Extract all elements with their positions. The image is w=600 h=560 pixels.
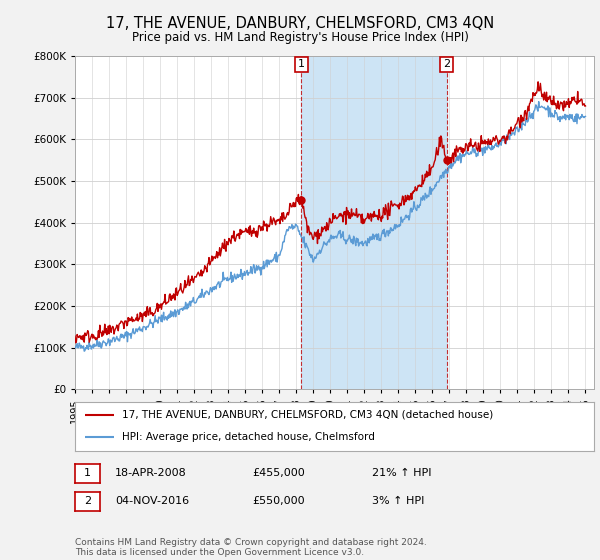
Text: £550,000: £550,000 bbox=[252, 496, 305, 506]
Text: 2: 2 bbox=[84, 496, 91, 506]
Text: HPI: Average price, detached house, Chelmsford: HPI: Average price, detached house, Chel… bbox=[122, 432, 374, 442]
Text: 3% ↑ HPI: 3% ↑ HPI bbox=[372, 496, 424, 506]
Text: 21% ↑ HPI: 21% ↑ HPI bbox=[372, 468, 431, 478]
Text: 17, THE AVENUE, DANBURY, CHELMSFORD, CM3 4QN: 17, THE AVENUE, DANBURY, CHELMSFORD, CM3… bbox=[106, 16, 494, 31]
Text: 1: 1 bbox=[298, 59, 305, 69]
Text: 17, THE AVENUE, DANBURY, CHELMSFORD, CM3 4QN (detached house): 17, THE AVENUE, DANBURY, CHELMSFORD, CM3… bbox=[122, 410, 493, 420]
Text: £455,000: £455,000 bbox=[252, 468, 305, 478]
Text: 04-NOV-2016: 04-NOV-2016 bbox=[115, 496, 190, 506]
Text: Contains HM Land Registry data © Crown copyright and database right 2024.
This d: Contains HM Land Registry data © Crown c… bbox=[75, 538, 427, 557]
Text: 18-APR-2008: 18-APR-2008 bbox=[115, 468, 187, 478]
Text: 2: 2 bbox=[443, 59, 451, 69]
Text: Price paid vs. HM Land Registry's House Price Index (HPI): Price paid vs. HM Land Registry's House … bbox=[131, 31, 469, 44]
Text: 1: 1 bbox=[84, 468, 91, 478]
Bar bbox=[301, 56, 447, 389]
